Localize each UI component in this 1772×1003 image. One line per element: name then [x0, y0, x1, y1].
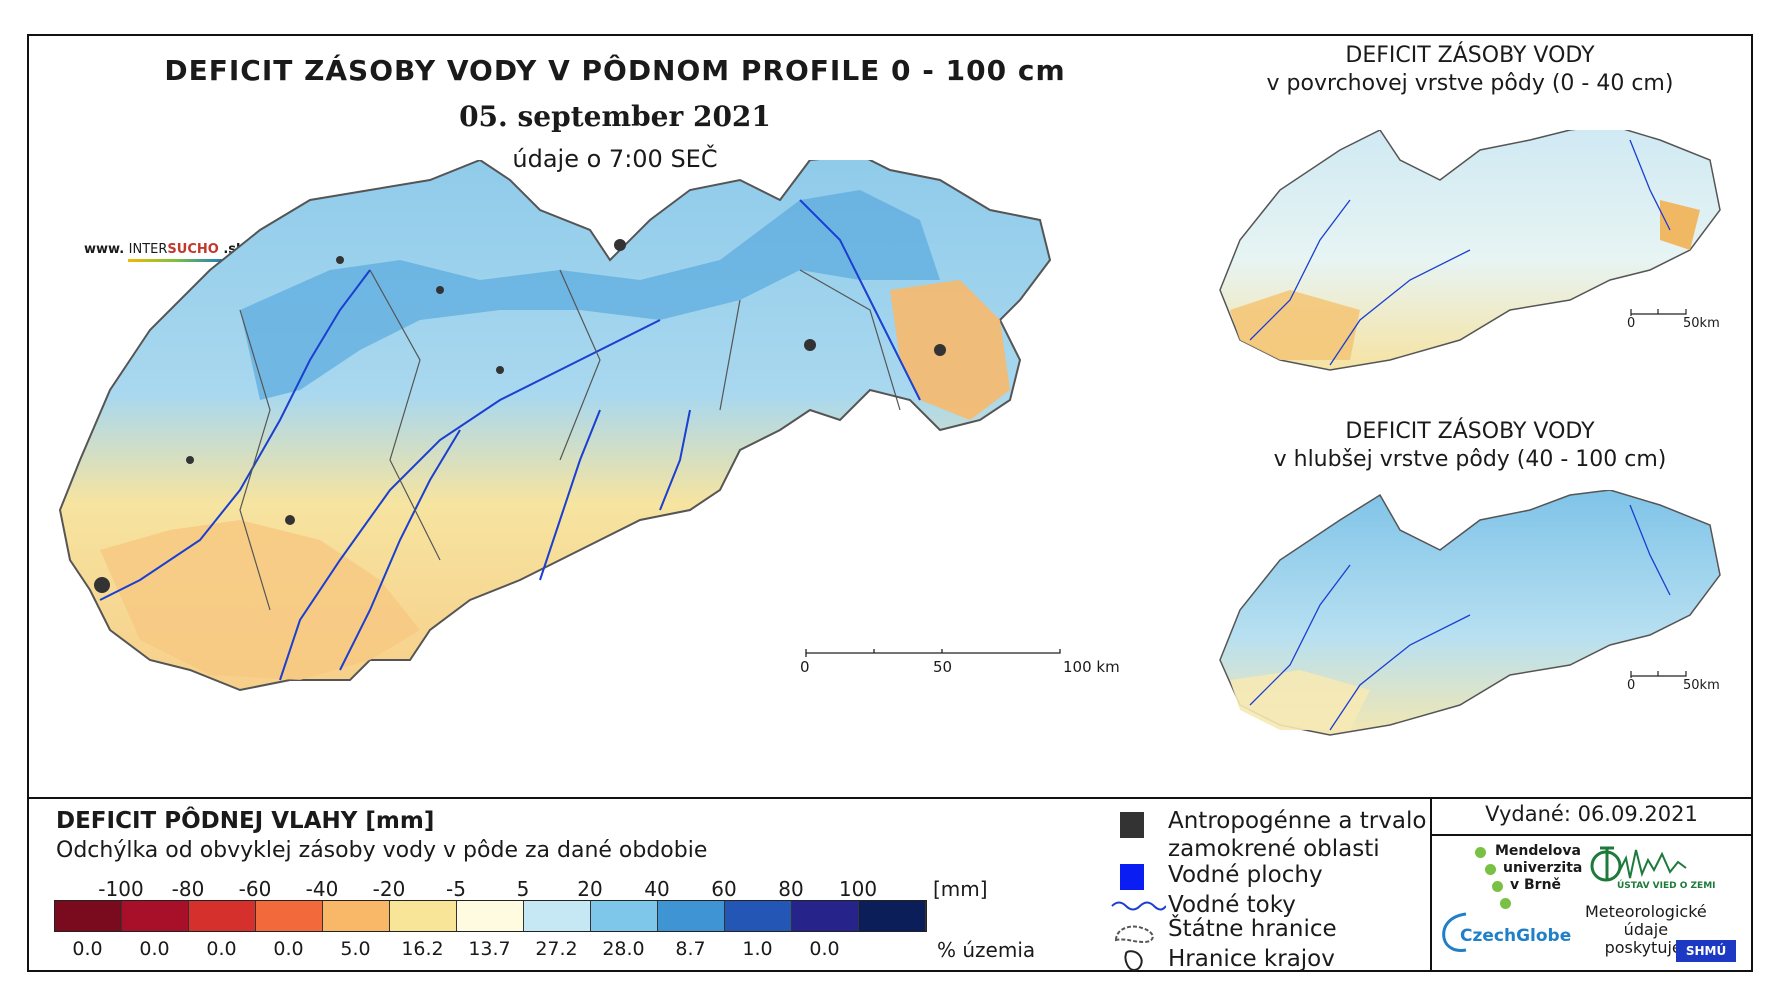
inset-bottom-scale-bar — [1630, 671, 1687, 678]
legend-swatch — [256, 901, 323, 931]
legend-tick: 100 — [838, 877, 878, 901]
wet-area-north — [240, 190, 940, 400]
inset-bottom-scale-50: 50km — [1683, 678, 1720, 693]
regions-label: Hranice krajov — [1168, 946, 1335, 972]
shmu-text: SHMÚ — [1685, 944, 1727, 958]
inset-bottom-scale-0: 0 — [1627, 678, 1636, 693]
issued-date: Vydané: 06.09.2021 — [1485, 802, 1698, 826]
time-note: údaje o 7:00 SEČ — [512, 145, 718, 173]
legend-swatch — [122, 901, 189, 931]
legend-percent: 1.0 — [742, 938, 773, 960]
legend-swatch — [591, 901, 658, 931]
main-title: DEFICIT ZÁSOBY VODY V PÔDNOM PROFILE 0 -… — [164, 54, 1066, 87]
legend-percent: 5.0 — [340, 938, 371, 960]
dry-area-east — [890, 280, 1010, 420]
legend-tick: 60 — [711, 877, 737, 901]
legend-percent: 27.2 — [535, 938, 578, 960]
inset-bottom-title-line2: v hlubšej vrstve pôdy (40 - 100 cm) — [1273, 447, 1667, 472]
water-label: Vodné plochy — [1168, 862, 1323, 888]
brand-prefix: www. — [84, 242, 125, 257]
legend-swatch — [390, 901, 457, 931]
legend-swatch — [323, 901, 390, 931]
legend-swatch — [859, 901, 926, 931]
legend-swatch — [792, 901, 859, 931]
legend-percent: 0.0 — [809, 938, 840, 960]
meteo-line1: Meteorologické — [1585, 902, 1707, 921]
legend-percent: 13.7 — [468, 938, 511, 960]
inset-top-map — [1219, 130, 1721, 371]
legend-tick: 80 — [778, 877, 804, 901]
legend-tick: -20 — [372, 877, 406, 901]
legend-tick: -60 — [238, 877, 272, 901]
inset-top-title: DEFICIT ZÁSOBY VODY v povrchovej vrstve … — [1220, 42, 1720, 98]
inset-top-scale-0: 0 — [1627, 316, 1636, 331]
legend-tick: 20 — [577, 877, 603, 901]
legend-tick: -100 — [98, 877, 144, 901]
legend-percent: 28.0 — [602, 938, 645, 960]
main-rivers — [99, 199, 921, 681]
shmu-logo[interactable]: SHMÚ — [1676, 940, 1736, 962]
inset-bottom-title: DEFICIT ZÁSOBY VODY v hlubšej vrstve pôd… — [1220, 418, 1720, 474]
legend-tick: 5 — [516, 877, 530, 901]
ustav-text: ÚSTAV VIED O ZEMI — [1617, 881, 1716, 891]
border-symbol — [1114, 925, 1154, 944]
brand-name-b: SUCHO — [167, 242, 219, 257]
brand-name-a: INTER — [128, 242, 168, 257]
river-symbol — [1111, 901, 1166, 911]
inset-bottom-map — [1219, 490, 1721, 736]
mendel-line1: Mendelova — [1495, 843, 1581, 859]
legend-tick: 40 — [644, 877, 670, 901]
urban-label-2: zamokrené oblasti — [1168, 836, 1380, 862]
urban-symbol — [1120, 812, 1144, 838]
urban-label-1: Antropogénne a trvalo — [1168, 808, 1427, 834]
meteo-credit: Meteorologické údaje poskytuje: — [1585, 903, 1707, 957]
inset-top-title-line2: v povrchovej vrstve pôdy (0 - 40 cm) — [1266, 71, 1674, 96]
legend-unit: [mm] — [933, 877, 988, 901]
legend-tick: -80 — [171, 877, 205, 901]
percent-unit: % územia — [937, 938, 1036, 962]
legend-color-bar — [54, 900, 927, 932]
legend-divider-right — [1430, 797, 1432, 972]
legend-swatch — [524, 901, 591, 931]
meteo-line2: údaje — [1623, 920, 1669, 939]
legend-percent: 0.0 — [273, 938, 304, 960]
inset-top-scale-bar — [1630, 309, 1687, 316]
scale-0: 0 — [800, 658, 810, 676]
mendel-line3: v Brně — [1510, 877, 1562, 893]
legend-percent: 0.0 — [139, 938, 170, 960]
main-map — [58, 160, 1052, 692]
legend-swatch — [457, 901, 524, 931]
legend-tick: -5 — [446, 877, 466, 901]
legend-title: DEFICIT PÔDNEJ VLAHY [mm] — [56, 808, 435, 834]
legend-swatch — [725, 901, 792, 931]
region-borders — [239, 269, 901, 611]
issued-separator — [1431, 834, 1753, 836]
map-date: 05. september 2021 — [459, 100, 771, 133]
urban-areas — [94, 239, 946, 593]
inset-bottom-title-line1: DEFICIT ZÁSOBY VODY — [1345, 419, 1595, 444]
mendel-line2: univerzita — [1503, 860, 1583, 876]
legend-subtitle: Odchýlka od obvyklej zásoby vody v pôde … — [56, 838, 708, 863]
inset-top-title-line1: DEFICIT ZÁSOBY VODY — [1345, 43, 1595, 68]
water-symbol — [1120, 864, 1144, 890]
main-scale-bar — [805, 649, 1061, 657]
inset-top-scale-50: 50km — [1683, 316, 1720, 331]
legend-tick: -40 — [305, 877, 339, 901]
regions-symbol — [1124, 950, 1143, 972]
legend-separator — [27, 797, 1753, 799]
legend-percent: 0.0 — [72, 938, 103, 960]
legend-swatch — [55, 901, 122, 931]
scale-50: 50 — [933, 658, 953, 676]
border-label: Štátne hranice — [1168, 916, 1337, 942]
legend-percent: 8.7 — [675, 938, 706, 960]
legend-percent: 16.2 — [401, 938, 444, 960]
rivers-label: Vodné toky — [1168, 892, 1296, 918]
legend-percent: 0.0 — [206, 938, 237, 960]
meteo-line3: poskytuje: — [1604, 938, 1688, 957]
scale-100: 100 km — [1063, 658, 1120, 676]
legend-swatch — [189, 901, 256, 931]
legend-swatch — [658, 901, 725, 931]
czechglobe-text: CzechGlobe — [1460, 926, 1572, 946]
